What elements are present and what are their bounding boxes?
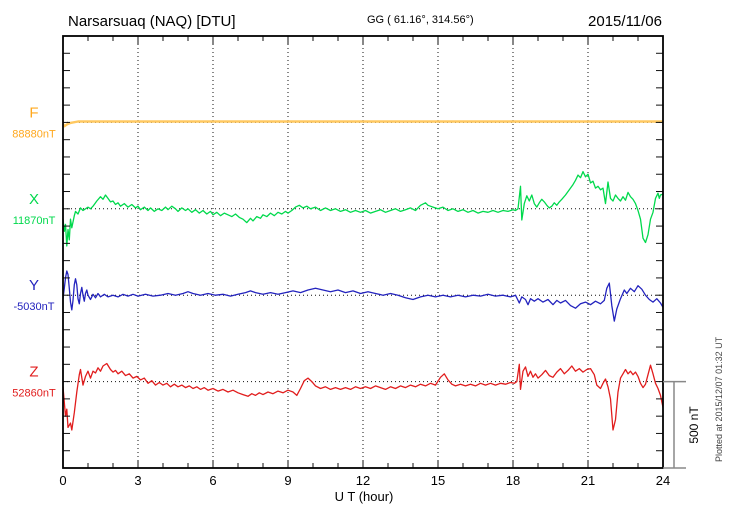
x-tick-label: 21 <box>581 473 595 488</box>
plotted-note: Plotted at 2015/12/07 01:32 UT <box>714 336 724 462</box>
scale-bar <box>663 380 686 469</box>
x-tick-label: 15 <box>431 473 445 488</box>
gridlines <box>137 36 589 468</box>
scalebar-label: 500 nT <box>687 406 701 444</box>
series-baseline-value-Z: 52860nT <box>12 388 56 400</box>
trace-X <box>63 170 663 247</box>
x-tick-label: 3 <box>134 473 141 488</box>
plot-date: 2015/11/06 <box>588 13 662 30</box>
x-tick-labels: 0 3 6 9 12 15 18 21 24 <box>59 473 670 488</box>
series-letter-Z: Z <box>29 364 38 381</box>
x-tick-label: 18 <box>506 473 520 488</box>
plot-title: Narsarsuaq (NAQ) [DTU] <box>68 13 236 30</box>
trace-Y <box>63 270 663 322</box>
x-axis-label: U T (hour) <box>335 489 394 504</box>
x-tick-label: 9 <box>284 473 291 488</box>
series-baseline-value-Y: -5030nT <box>14 301 55 313</box>
series-baseline-value-F: 88880nT <box>12 128 56 140</box>
x-tick-label: 12 <box>356 473 370 488</box>
gg-coordinates: GG ( 61.16°, 314.56°) <box>367 14 474 26</box>
trace-F <box>63 120 663 128</box>
traces <box>63 120 663 431</box>
series-letter-Y: Y <box>29 277 39 294</box>
x-tick-label: 0 <box>59 473 66 488</box>
series-letter-X: X <box>29 191 39 208</box>
trace-Z <box>63 362 663 431</box>
x-tick-label: 6 <box>209 473 216 488</box>
series-baseline-value-X: 11870nT <box>13 215 56 227</box>
series-labels: F 88880nT X 11870nT Y -5030nT Z 52860nT <box>12 104 56 399</box>
x-tick-label: 24 <box>656 473 670 488</box>
plot-frame <box>62 35 664 469</box>
series-letter-F: F <box>29 104 38 121</box>
